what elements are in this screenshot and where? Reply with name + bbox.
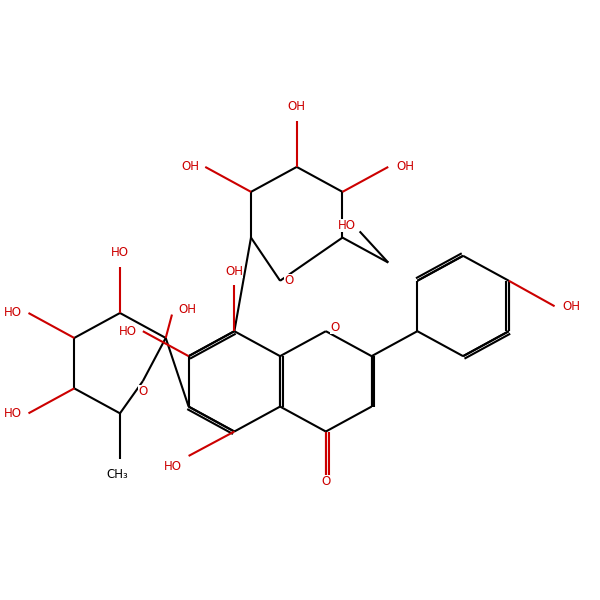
Text: HO: HO — [4, 407, 22, 420]
Text: O: O — [284, 274, 293, 287]
Text: O: O — [330, 320, 339, 334]
Text: HO: HO — [4, 307, 22, 319]
Text: OH: OH — [178, 303, 196, 316]
Text: HO: HO — [337, 218, 355, 232]
Text: OH: OH — [181, 160, 199, 173]
Text: O: O — [138, 385, 148, 398]
Text: OH: OH — [226, 265, 244, 278]
Text: CH₃: CH₃ — [107, 469, 128, 481]
Text: OH: OH — [396, 160, 414, 173]
Text: HO: HO — [111, 247, 129, 259]
Text: OH: OH — [562, 300, 580, 313]
Text: OH: OH — [288, 100, 306, 113]
Text: HO: HO — [164, 460, 182, 473]
Text: O: O — [321, 475, 331, 488]
Text: HO: HO — [119, 325, 137, 338]
